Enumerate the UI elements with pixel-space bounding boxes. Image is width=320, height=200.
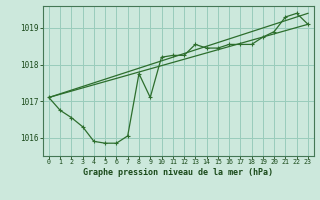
X-axis label: Graphe pression niveau de la mer (hPa): Graphe pression niveau de la mer (hPa) xyxy=(84,168,273,177)
